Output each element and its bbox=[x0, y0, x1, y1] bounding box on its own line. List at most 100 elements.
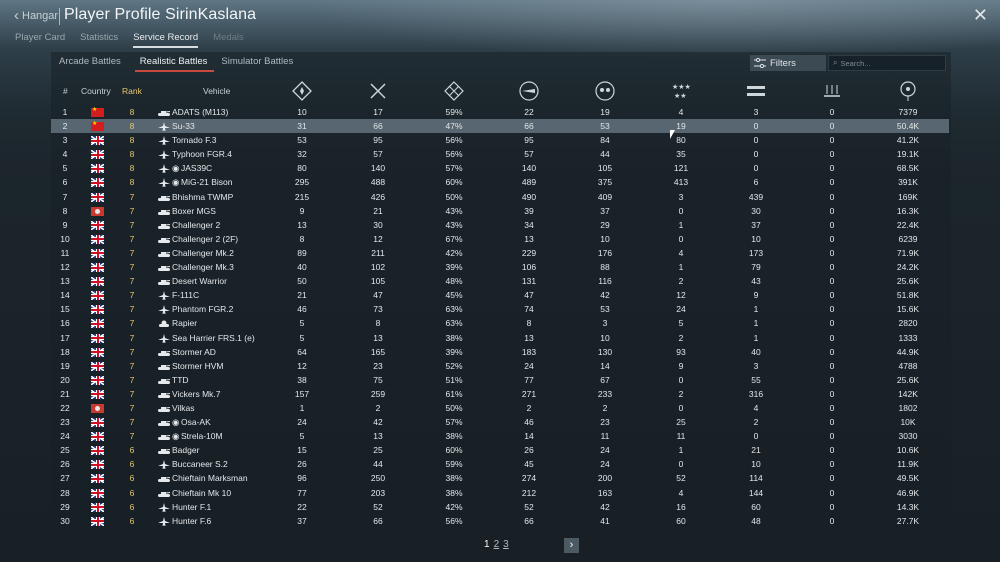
stat-g: 316 bbox=[748, 388, 764, 399]
tab-player-card[interactable]: Player Card bbox=[15, 32, 66, 43]
jet-vehicle-icon bbox=[157, 516, 171, 526]
chevron-right-icon[interactable]: › bbox=[564, 538, 579, 553]
table-row[interactable]: 30 6 Hunter F.6 37 66 56% 66 41 60 48 0 27.7K bbox=[51, 514, 949, 528]
score-icon[interactable] bbox=[897, 80, 919, 102]
table-row[interactable]: 7 7 Bhishma TWMP 215 426 50% 490 409 3 439 0 169K bbox=[51, 190, 949, 204]
page-2[interactable]: 2 bbox=[493, 539, 500, 550]
stat-g: 10 bbox=[751, 233, 761, 244]
rank-value: 7 bbox=[129, 290, 135, 301]
stat-g: 2 bbox=[753, 417, 759, 428]
table-row[interactable]: 10 7 Challenger 2 (2F) 8 12 67% 13 10 0 10 0 6239 bbox=[51, 232, 949, 246]
stat-e: 24 bbox=[600, 459, 610, 470]
ally-roundel-icon: ◉ bbox=[172, 163, 180, 174]
table-header: # Country Rank Vehicle ★★★ ★★ bbox=[51, 80, 951, 104]
vehicle-name: Challenger 2 (2F) bbox=[172, 233, 239, 244]
stat-f: 35 bbox=[676, 149, 686, 160]
tab-service-record[interactable]: Service Record bbox=[133, 32, 199, 48]
country-flag-uk-icon bbox=[91, 291, 104, 301]
stat-h: 0 bbox=[829, 304, 835, 315]
row-index: 30 bbox=[60, 515, 70, 526]
air-kills-icon[interactable] bbox=[518, 80, 540, 102]
table-row[interactable]: 18 7 Stormer AD 64 165 39% 183 130 93 40 0 44.9K bbox=[51, 345, 949, 359]
search-input[interactable]: ⌕ Search... bbox=[828, 55, 946, 71]
subtab-arcade-battles[interactable]: Arcade Battles bbox=[59, 56, 121, 67]
battles-icon[interactable] bbox=[367, 80, 389, 102]
table-row[interactable]: 22 7 Vilkas 1 2 50% 2 2 0 4 0 1802 bbox=[51, 401, 949, 415]
col-vehicle[interactable]: Vehicle bbox=[203, 86, 231, 96]
tab-medals[interactable]: Medals bbox=[213, 32, 244, 43]
stat-g: 55 bbox=[751, 374, 761, 385]
stat-e: 10 bbox=[600, 233, 610, 244]
table-row[interactable]: 23 7 ◉ Osa-AK 24 42 57% 46 23 25 2 0 10K bbox=[51, 415, 949, 429]
table-row[interactable]: 15 7 Phantom FGR.2 46 73 63% 74 53 24 1 0 15.6K bbox=[51, 302, 949, 316]
table-row[interactable]: 21 7 Vickers Mk.7 157 259 61% 271 233 2 316 0 142K bbox=[51, 387, 949, 401]
back-to-hangar-button[interactable]: ‹ Hangar bbox=[14, 8, 58, 23]
table-row[interactable]: 5 8 ◉ JAS39C 80 140 57% 140 105 121 0 0 68.5K bbox=[51, 161, 949, 175]
table-row[interactable]: 28 6 Chieftain Mk 10 77 203 38% 212 163 4 144 0 46.… bbox=[51, 486, 949, 500]
country-flag-ws-icon bbox=[91, 206, 104, 216]
col-country[interactable]: Country bbox=[81, 86, 111, 96]
ally-roundel-icon: ◉ bbox=[172, 417, 180, 428]
row-index: 11 bbox=[60, 247, 70, 258]
ground-targets-icon[interactable] bbox=[745, 80, 767, 102]
stat-d: 229 bbox=[521, 247, 537, 258]
table-row[interactable]: 19 7 Stormer HVM 12 23 52% 24 14 9 3 0 4788 bbox=[51, 359, 949, 373]
table-row[interactable]: 14 7 F-111C 21 47 45% 47 42 12 9 0 51.8K bbox=[51, 288, 949, 302]
table-row[interactable]: 13 7 Desert Warrior 50 105 48% 131 116 2 43 0 25.6K bbox=[51, 274, 949, 288]
subtab-simulator-battles[interactable]: Simulator Battles bbox=[221, 56, 294, 67]
page-1[interactable]: 1 bbox=[484, 539, 490, 550]
stat-c: 38% bbox=[445, 473, 463, 484]
stat-i: 41.2K bbox=[896, 135, 920, 146]
stat-a: 53 bbox=[297, 135, 307, 146]
table-row[interactable]: 3 8 Tornado F.3 53 95 56% 95 84 80 0 0 41.2K bbox=[51, 133, 949, 147]
tab-statistics[interactable]: Statistics bbox=[80, 32, 119, 43]
tank-vehicle-icon bbox=[157, 249, 171, 258]
filters-button[interactable]: Filters bbox=[750, 55, 826, 71]
jet-vehicle-icon bbox=[157, 333, 171, 343]
close-icon[interactable]: ✕ bbox=[972, 5, 988, 25]
victories-icon[interactable] bbox=[443, 80, 465, 102]
stat-i: 10.6K bbox=[896, 445, 920, 456]
tank-vehicle-icon bbox=[157, 348, 171, 357]
table-row[interactable]: 6 8 ◉ MiG-21 Bison 295 488 60% 489 375 413 6 0 391K bbox=[51, 175, 949, 189]
table-row[interactable]: 9 7 Challenger 2 13 30 43% 34 29 1 37 0 22.4K bbox=[51, 218, 949, 232]
stat-a: 21 bbox=[297, 290, 307, 301]
table-row[interactable]: 29 6 Hunter F.1 22 52 42% 52 42 16 60 0 14.3K bbox=[51, 500, 949, 514]
table-row[interactable]: 1 8 ADATS (M113) 10 17 59% 22 19 4 3 0 7379 bbox=[51, 105, 949, 119]
page-3[interactable]: 3 bbox=[503, 539, 509, 550]
stat-d: 45 bbox=[524, 459, 534, 470]
respawns-icon[interactable] bbox=[291, 80, 313, 102]
row-index: 2 bbox=[62, 121, 68, 132]
table-row[interactable]: 27 6 Chieftain Marksman 96 250 38% 274 200 52 114… bbox=[51, 471, 949, 485]
naval-kills-icon[interactable]: ★★★★★ bbox=[670, 80, 692, 102]
table-row[interactable]: 26 6 Buccaneer S.2 26 44 59% 45 24 0 10 0 11.9K bbox=[51, 457, 949, 471]
table-row[interactable]: 12 7 Challenger Mk.3 40 102 39% 106 88 1 79 0 24.2K bbox=[51, 260, 949, 274]
country-flag-uk-icon bbox=[91, 192, 104, 202]
stat-f: 2 bbox=[678, 276, 684, 287]
stat-g: 10 bbox=[751, 459, 761, 470]
jet-vehicle-icon bbox=[157, 136, 171, 146]
table-row[interactable]: 2 8 Su-33 31 66 47% 66 53 19 0 0 50.4K bbox=[51, 119, 949, 134]
table-row[interactable]: 25 6 Badger 15 25 60% 26 24 1 21 0 10.6K bbox=[51, 443, 949, 457]
subtab-realistic-battles[interactable]: Realistic Battles bbox=[134, 56, 215, 72]
table-row[interactable]: 11 7 Challenger Mk.2 89 211 42% 229 176 4 173 0 71.… bbox=[51, 246, 949, 260]
table-row[interactable]: 20 7 TTD 38 75 51% 77 67 0 55 0 25.6K bbox=[51, 373, 949, 387]
stat-g: 0 bbox=[753, 163, 759, 174]
col-rank[interactable]: Rank bbox=[122, 86, 142, 96]
table-row[interactable]: 4 8 Typhoon FGR.4 32 57 56% 57 44 35 0 0 19.1K bbox=[51, 147, 949, 161]
row-index: 22 bbox=[60, 402, 70, 413]
ground-kills-icon[interactable] bbox=[594, 80, 616, 102]
ships-icon[interactable] bbox=[821, 80, 843, 102]
row-index: 6 bbox=[62, 177, 68, 188]
stat-f: 12 bbox=[676, 290, 686, 301]
stat-g: 1 bbox=[753, 318, 759, 329]
row-index: 7 bbox=[62, 191, 68, 202]
stat-i: 3030 bbox=[898, 431, 918, 442]
table-row[interactable]: 17 7 Sea Harrier FRS.1 (e) 5 13 38% 13 10 2 1 0 133… bbox=[51, 331, 949, 345]
table-row[interactable]: 8 7 Boxer MGS 9 21 43% 39 37 0 30 0 16.3K bbox=[51, 204, 949, 218]
jet-vehicle-icon bbox=[157, 291, 171, 301]
table-row[interactable]: 16 7 Rapier 5 8 63% 8 3 5 1 0 2820 bbox=[51, 316, 949, 330]
vehicle-name: Buccaneer S.2 bbox=[172, 459, 228, 470]
table-row[interactable]: 24 7 ◉ Strela-10M 5 13 38% 14 11 11 0 0 3030 bbox=[51, 429, 949, 443]
tank-vehicle-icon bbox=[157, 418, 171, 427]
